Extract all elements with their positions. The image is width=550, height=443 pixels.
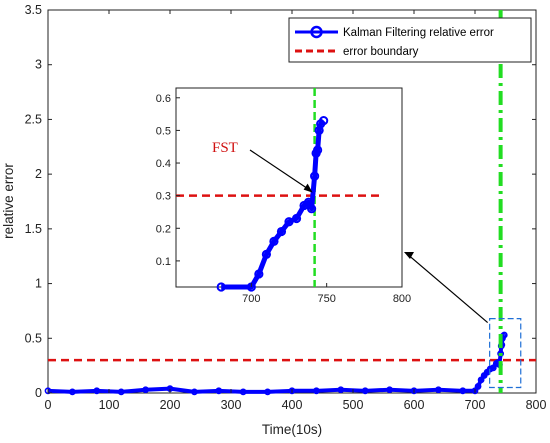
fst-annotation-label: FST [212,140,238,156]
kalman-data-point [215,387,223,395]
inset-y-tick-label: 0.4 [156,158,171,170]
y-tick-label: 2 [35,167,42,181]
fst-annotation-arrow [249,149,311,192]
inset-y-tick-label: 0.6 [156,93,171,105]
kalman-data-point [361,387,369,395]
inset-x-tick-label: 750 [317,293,335,305]
x-tick-label: 600 [404,398,425,412]
kalman-data-point [410,387,418,395]
inset-kalman-data-point [284,217,294,227]
kalman-series-line [47,333,506,394]
y-tick-label: 3.5 [25,3,42,17]
x-tick-label: 100 [99,398,120,412]
inset-kalman-data-point [310,171,320,181]
inset-y-tick-label: 0.1 [156,256,171,268]
y-tick-label: 3 [35,58,42,72]
inset-kalman-data-point [276,226,287,237]
kalman-data-point [471,387,479,395]
kalman-data-point [312,387,320,395]
inset-kalman-data-point [269,236,279,246]
inset-kalman-data-point [313,145,323,155]
inset-y-tick-label: 0.5 [156,125,171,137]
x-tick-label: 200 [160,398,181,412]
inset-y-tick-label: 0.2 [156,223,171,235]
inset-kalman-data-point [319,116,329,126]
y-tick-label: 2.5 [25,112,42,126]
inset-kalman-data-point [261,249,271,259]
kalman-data-point [434,386,442,394]
kalman-data-point [239,388,247,396]
zoom-box [404,252,522,389]
x-tick-label: 800 [526,398,547,412]
inset-x-tick-label: 800 [393,293,411,305]
zoom-connector-arrowhead [404,252,414,259]
inset-kalman-data-point [291,213,302,224]
inset-kalman-series-line [221,118,326,290]
y-tick-label: 0 [35,386,42,400]
x-tick-label: 700 [465,398,486,412]
kalman-data-point [474,383,482,390]
inset-plot: 700 750 800 0.1 0.2 0.3 0.4 0.5 0.6 FST [156,87,411,305]
kalman-data-point [489,364,497,372]
kalman-data-point [117,388,125,396]
zoom-connector-line [405,252,489,324]
x-tick-label: 0 [45,398,52,412]
y-tick-label: 1 [35,277,42,291]
x-tick-label: 300 [221,398,242,412]
y-axis-label: relative error [1,163,16,239]
kalman-data-point [69,388,76,396]
zoom-box-rect [489,317,522,389]
kalman-data-point [288,387,296,395]
legend-box [288,17,532,63]
legend-label-kalman: Kalman Filtering relative error [343,27,494,39]
inset-x-tick-label: 700 [242,293,260,305]
kalman-data-point [477,376,485,384]
legend-label-boundary: error boundary [343,46,419,58]
x-tick-label: 500 [343,398,364,412]
kalman-data-point [386,386,393,394]
kalman-data-point [190,388,198,396]
kalman-data-point [337,386,345,394]
inset-frame [175,87,403,288]
x-tick-label: 400 [282,398,303,412]
legend-marker-kalman [310,25,323,39]
kalman-data-point [497,350,505,358]
axis-ticks: 0 100 200 300 400 500 600 700 800 0 0.5 1 1.5 2 2.5 3 3.… [25,3,547,412]
kalman-data-point [93,387,101,395]
kalman-data-point [459,387,467,395]
x-axis-label: Time(10s) [262,422,322,437]
inset-y-tick-label: 0.3 [156,191,171,203]
fst-annotation-arrowhead [303,183,313,193]
y-tick-label: 1.5 [25,222,42,236]
y-tick-label: 0.5 [25,331,42,345]
inset-kalman-data-point [254,269,264,279]
legend: Kalman Filtering relative error error bo… [288,17,532,63]
kalman-data-point [142,386,149,394]
inset-kalman-data-point [216,282,226,292]
main-plot-content [44,10,536,396]
kalman-data-point [486,365,494,373]
inset-kalman-data-point [307,204,317,214]
kalman-data-point [264,388,271,396]
